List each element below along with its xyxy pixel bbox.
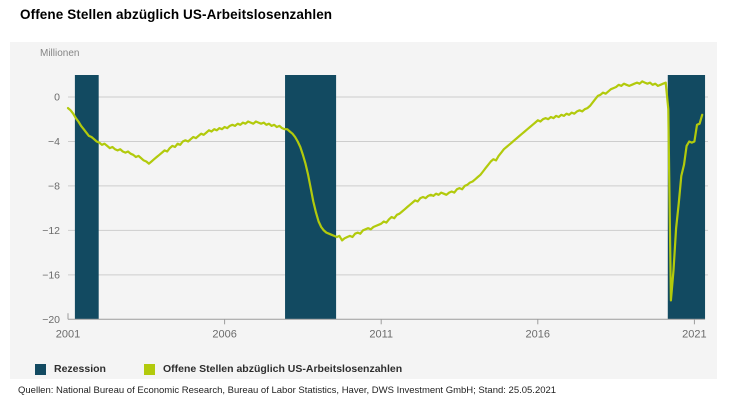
source-note: Quellen: National Bureau of Economic Res… <box>18 385 557 396</box>
chart-legend: Rezession Offene Stellen abzüglich US-Ar… <box>35 363 402 375</box>
y-tick-label: −12 <box>42 225 60 237</box>
x-tick-label: 2021 <box>682 328 706 340</box>
series-line <box>66 80 704 302</box>
y-tick-label: 0 <box>54 92 60 104</box>
recession-bar <box>74 75 99 320</box>
y-tick-label: −16 <box>42 269 60 281</box>
x-tick-label: 2006 <box>212 328 236 340</box>
y-tick-label: −8 <box>48 180 60 192</box>
y-tick-label: −20 <box>42 314 60 326</box>
x-tick-label: 2001 <box>56 328 80 340</box>
recession-bar <box>667 75 706 320</box>
recession-swatch <box>35 363 46 375</box>
x-tick-label: 2011 <box>369 328 393 340</box>
chart-plot-area: 0 −4 −8 −12 −16 −20 2001 2006 2011 2016 2021 <box>42 75 708 340</box>
recession-bar <box>285 75 337 320</box>
x-tick-label: 2016 <box>526 328 550 340</box>
legend-item-series: Offene Stellen abzüglich US-Arbeitslosen… <box>143 363 403 375</box>
legend-item-recession: Rezession <box>35 363 106 375</box>
y-axis-unit-label: Millionen <box>40 48 80 59</box>
chart-panel: Millionen 0 −4 −8 −12 −16 −20 2001 2006 2011 2016… <box>10 42 717 379</box>
series-swatch <box>143 363 155 375</box>
legend-label-recession: Rezession <box>54 363 106 375</box>
y-tick-label: −4 <box>48 136 60 148</box>
legend-label-series: Offene Stellen abzüglich US-Arbeitslosen… <box>162 363 403 375</box>
chart-title: Offene Stellen abzüglich US-Arbeitslosen… <box>20 7 333 22</box>
